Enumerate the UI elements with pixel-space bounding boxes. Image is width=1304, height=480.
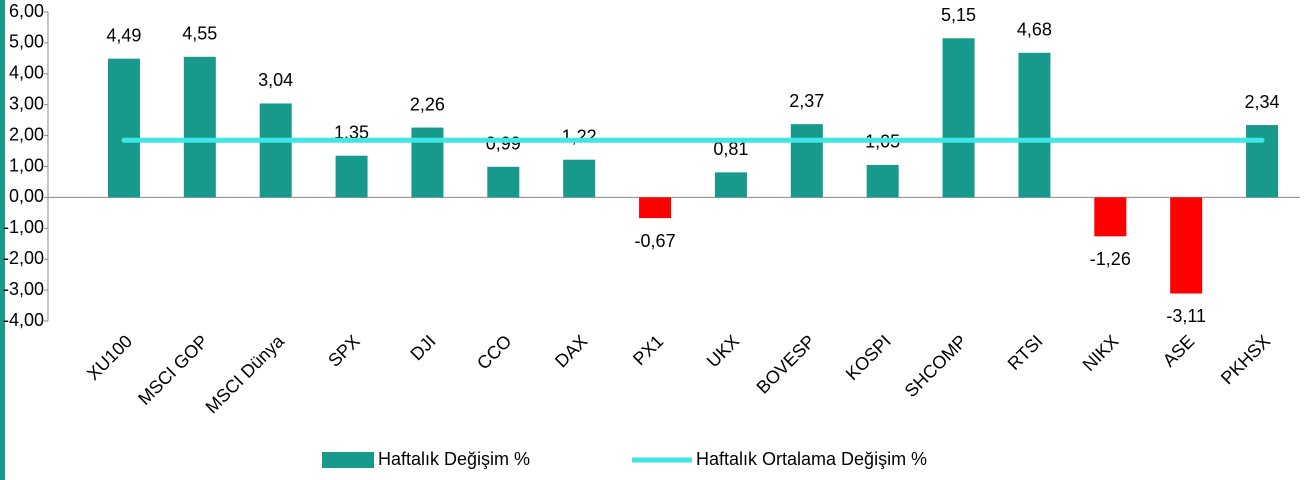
legend-label: Haftalık Değişim %	[378, 449, 530, 469]
bar	[639, 197, 672, 219]
bar	[107, 58, 140, 198]
bar	[1018, 52, 1051, 198]
data-label: 5,15	[941, 5, 976, 25]
x-tick-label: SHCOMP	[901, 331, 971, 401]
x-tick-label: XU100	[83, 331, 136, 384]
x-tick-label: CCO	[473, 331, 515, 373]
y-tick-label: 5,00	[9, 32, 44, 52]
bar	[942, 38, 975, 198]
data-label: 2,37	[789, 91, 824, 111]
data-label: -0,67	[635, 231, 676, 251]
bar	[790, 124, 823, 198]
y-tick-label: -4,00	[3, 310, 44, 330]
y-tick-label: -1,00	[3, 217, 44, 237]
x-tick-label: RTSI	[1004, 331, 1047, 374]
data-label: 1,22	[562, 126, 597, 146]
bar	[1094, 197, 1127, 237]
data-label: -3,11	[1166, 306, 1206, 326]
x-tick-label: NIKX	[1079, 331, 1123, 375]
legend-swatch	[322, 452, 374, 468]
y-tick-label: 3,00	[9, 93, 44, 113]
x-tick-label: SPX	[324, 331, 364, 371]
bar	[563, 159, 596, 198]
y-tick-label: 6,00	[9, 1, 44, 21]
y-tick-label: 1,00	[9, 155, 44, 175]
data-label: 2,26	[410, 94, 445, 114]
bar	[183, 56, 216, 198]
x-tick-label: PX1	[629, 331, 667, 369]
data-label: -1,26	[1090, 249, 1131, 269]
x-tick-label: MSCI Dünya	[202, 330, 289, 417]
bar	[1170, 197, 1203, 294]
x-tick-label: DAX	[551, 331, 591, 371]
y-tick-label: 4,00	[9, 63, 44, 83]
x-tick-label: UKX	[703, 331, 743, 371]
bar	[335, 155, 368, 198]
bar	[487, 166, 520, 198]
data-label: 1,35	[334, 122, 369, 142]
x-tick-label: BOVESP	[753, 331, 819, 397]
x-tick-label: DJI	[406, 331, 439, 364]
x-tick-label: KOSPI	[842, 331, 895, 384]
data-label: 0,81	[713, 139, 748, 159]
y-tick-label: 0,00	[9, 186, 44, 206]
data-label: 4,55	[182, 24, 217, 44]
left-border	[0, 0, 5, 480]
y-tick-label: -2,00	[3, 248, 44, 268]
x-tick-label: MSCI GOP	[134, 331, 212, 409]
x-tick-label: PKHSX	[1217, 331, 1274, 388]
bar	[866, 164, 899, 198]
data-label: 4,49	[106, 25, 141, 45]
y-tick-label: 2,00	[9, 124, 44, 144]
bar	[714, 172, 747, 198]
bar	[259, 103, 292, 198]
data-label: 0,99	[486, 134, 521, 154]
data-label: 4,68	[1017, 20, 1052, 40]
bar	[1246, 125, 1279, 198]
data-label: 2,34	[1245, 92, 1280, 112]
data-label: 3,04	[258, 70, 293, 90]
x-tick-label: ASE	[1159, 331, 1199, 371]
legend-label: Haftalık Ortalama Değişim %	[696, 449, 927, 469]
y-tick-label: -3,00	[3, 279, 44, 299]
